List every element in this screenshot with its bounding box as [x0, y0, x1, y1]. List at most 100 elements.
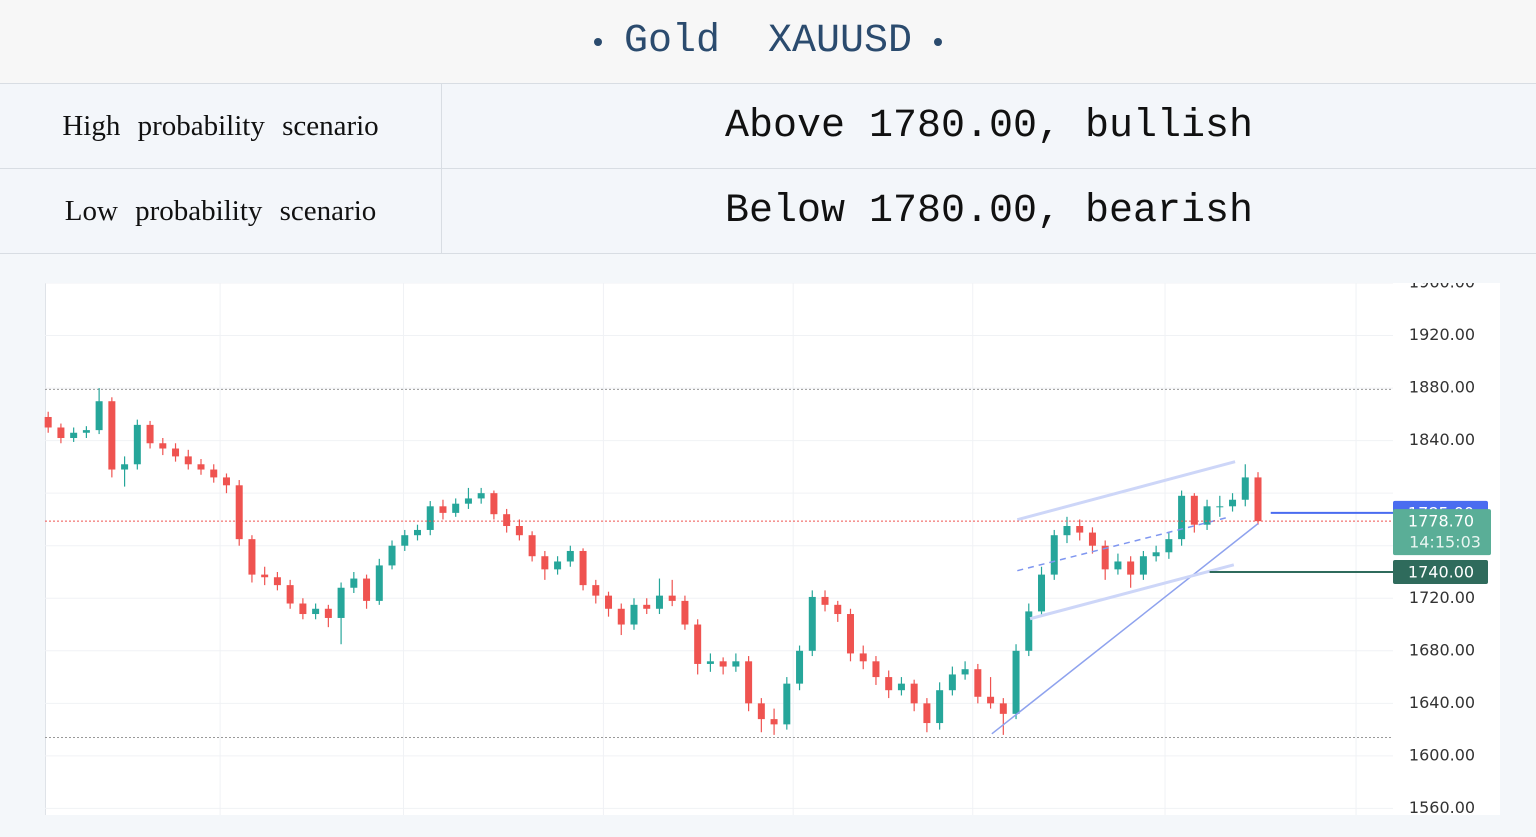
candle-body: [796, 650, 804, 684]
candle-body: [1101, 545, 1109, 570]
price-box: [1393, 509, 1491, 556]
candle-body: [197, 464, 205, 470]
candle-body: [286, 585, 294, 604]
candle-body: [235, 485, 243, 540]
cell: Low probability scenario: [0, 169, 442, 253]
candle-body: [515, 526, 523, 536]
y-tick-label: 1840.00: [1409, 430, 1475, 449]
candle-body: [528, 535, 536, 557]
cell: High probability scenario: [0, 84, 442, 168]
candle-body: [999, 703, 1007, 714]
candle-body: [961, 669, 969, 675]
y-tick-label: 1720.00: [1409, 588, 1475, 607]
trend-line: [1029, 563, 1235, 621]
candle-body: [1190, 495, 1198, 525]
candle-body: [312, 608, 320, 615]
candle-body: [885, 677, 893, 691]
y-tick-label: 1960.00: [1409, 283, 1475, 292]
candle-body: [222, 477, 230, 486]
candle-body: [1063, 526, 1071, 536]
candle-body: [1127, 561, 1135, 575]
candle-body: [1025, 611, 1033, 651]
candle-body: [1076, 526, 1084, 533]
candle-body: [1203, 506, 1211, 525]
chart-panel: [45, 283, 1500, 815]
candle-body: [70, 432, 78, 439]
candle-body: [210, 469, 218, 478]
candle-body: [783, 683, 791, 725]
candle-body: [719, 661, 727, 667]
candle-body: [184, 456, 192, 465]
candle-body: [757, 703, 765, 720]
candle-body: [248, 539, 256, 575]
candle-body: [592, 585, 600, 596]
candle-body: [388, 545, 396, 566]
candle-body: [745, 661, 753, 704]
bullet: [593, 37, 602, 46]
candle-body: [464, 498, 472, 504]
candle-body: [452, 503, 460, 513]
candle-body: [1012, 650, 1020, 714]
bullet: [934, 37, 943, 46]
countdown: 14:15:03: [1409, 533, 1481, 552]
candle-body: [694, 624, 702, 664]
cell: Below 1780.00, bearish: [724, 188, 1254, 234]
candle-body: [172, 448, 180, 457]
candle-body: [834, 604, 842, 615]
y-tick-label: 1560.00: [1409, 798, 1475, 817]
candle-body: [872, 661, 880, 678]
candle-body: [987, 696, 995, 704]
price-label: 1778.70: [1408, 512, 1474, 531]
title: Gold XAUUSD: [623, 19, 913, 64]
price-label: 1740.00: [1408, 562, 1474, 581]
chart: 1560.00 1600.00 1640.00 1680.00 1720.00 1840.…: [44, 283, 1500, 817]
header: Gold XAUUSD: [0, 0, 1536, 84]
candle-body: [948, 674, 956, 691]
candle-body: [413, 529, 421, 536]
candle-body: [821, 596, 829, 605]
candle-body: [490, 493, 498, 515]
candle-body: [44, 416, 52, 428]
candle-body: [579, 550, 587, 586]
candle-body: [159, 443, 167, 449]
candle-body: [566, 550, 574, 562]
candle-body: [57, 427, 65, 439]
candle-body: [859, 653, 867, 662]
candle-body: [1216, 506, 1224, 508]
candle-body: [897, 683, 905, 691]
candle-body: [732, 661, 740, 667]
candle-body: [375, 565, 383, 601]
candle-body: [439, 506, 447, 513]
candle-body: [133, 424, 141, 465]
candle-body: [808, 596, 816, 651]
candle-body: [324, 608, 332, 618]
y-tick-label: 1880.00: [1409, 378, 1475, 397]
candle-body: [108, 401, 116, 470]
candle-body: [655, 595, 663, 609]
price-box: [1393, 559, 1488, 584]
candle-body: [350, 578, 358, 588]
trend-line: [1017, 516, 1231, 572]
candle-body: [554, 561, 562, 570]
candle-body: [426, 506, 434, 530]
candle-body: [630, 604, 638, 625]
candle-body: [605, 595, 613, 609]
candle-body: [770, 719, 778, 725]
candle-body: [706, 661, 714, 664]
candle-body: [1241, 477, 1249, 500]
trend-line: [1016, 460, 1236, 522]
candle-body: [643, 604, 651, 609]
candle-body: [95, 401, 103, 431]
candle-body: [82, 430, 90, 433]
candle-body: [617, 608, 625, 625]
candle-body: [477, 493, 485, 499]
y-tick-label: 1680.00: [1409, 640, 1475, 659]
candle-body: [1038, 574, 1046, 612]
y-tick-label: 1600.00: [1409, 745, 1475, 764]
candle-body: [401, 535, 409, 546]
candle-body: [1178, 495, 1186, 540]
candle-body: [1229, 499, 1237, 507]
cell: Above 1780.00, bullish: [724, 103, 1254, 149]
trend-line: [991, 523, 1259, 735]
